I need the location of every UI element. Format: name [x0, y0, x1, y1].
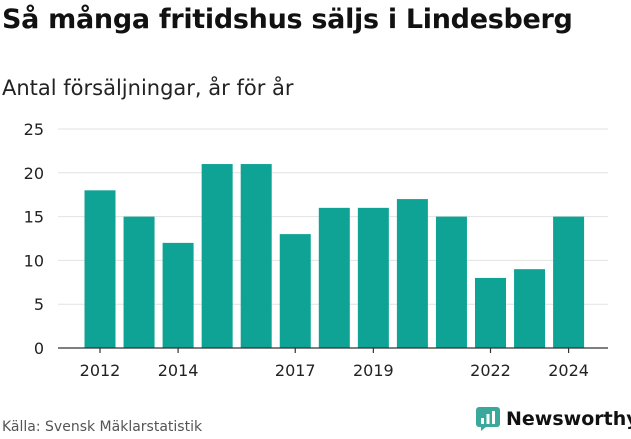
bar-2014	[162, 242, 194, 348]
x-tick-label: 2019	[353, 361, 394, 380]
y-tick-label: 20	[24, 164, 44, 183]
brand-name: Newsworthy	[506, 408, 631, 430]
bar-2022	[475, 277, 506, 348]
x-tick-label: 2012	[80, 361, 121, 380]
bar-2017	[279, 234, 311, 348]
bar-2016	[240, 164, 272, 348]
bar-2021	[435, 216, 467, 348]
x-tick-label: 2014	[158, 361, 199, 380]
x-tick-label: 2022	[470, 361, 511, 380]
y-tick-label: 0	[34, 339, 44, 358]
x-tick-label: 2024	[548, 361, 589, 380]
newsworthy-icon	[476, 407, 500, 431]
x-tick-label: 2017	[275, 361, 316, 380]
y-tick-label: 5	[34, 295, 44, 314]
bar-2023	[514, 269, 546, 348]
bar-2012	[84, 190, 116, 348]
brand-logo: Newsworthy	[476, 407, 631, 431]
y-tick-label: 25	[24, 120, 44, 139]
bar-2013	[123, 216, 155, 348]
bar-2018	[318, 207, 350, 348]
bar-2020	[396, 199, 428, 348]
bar-chart: 0 5 10 15 20 25 2012 2014 2017 2019 2022 2024	[24, 120, 608, 380]
bar-2024	[553, 216, 585, 348]
y-tick-label: 10	[24, 251, 44, 270]
source-text: Källa: Svensk Mäklarstatistik	[2, 419, 203, 435]
bar-2019	[357, 207, 389, 348]
chart-subtitle: Antal försäljningar, år för år	[2, 76, 294, 100]
bar-2015	[201, 164, 233, 348]
chart-title: Så många fritidshus säljs i Lindesberg	[2, 4, 573, 35]
y-tick-label: 15	[24, 208, 44, 227]
